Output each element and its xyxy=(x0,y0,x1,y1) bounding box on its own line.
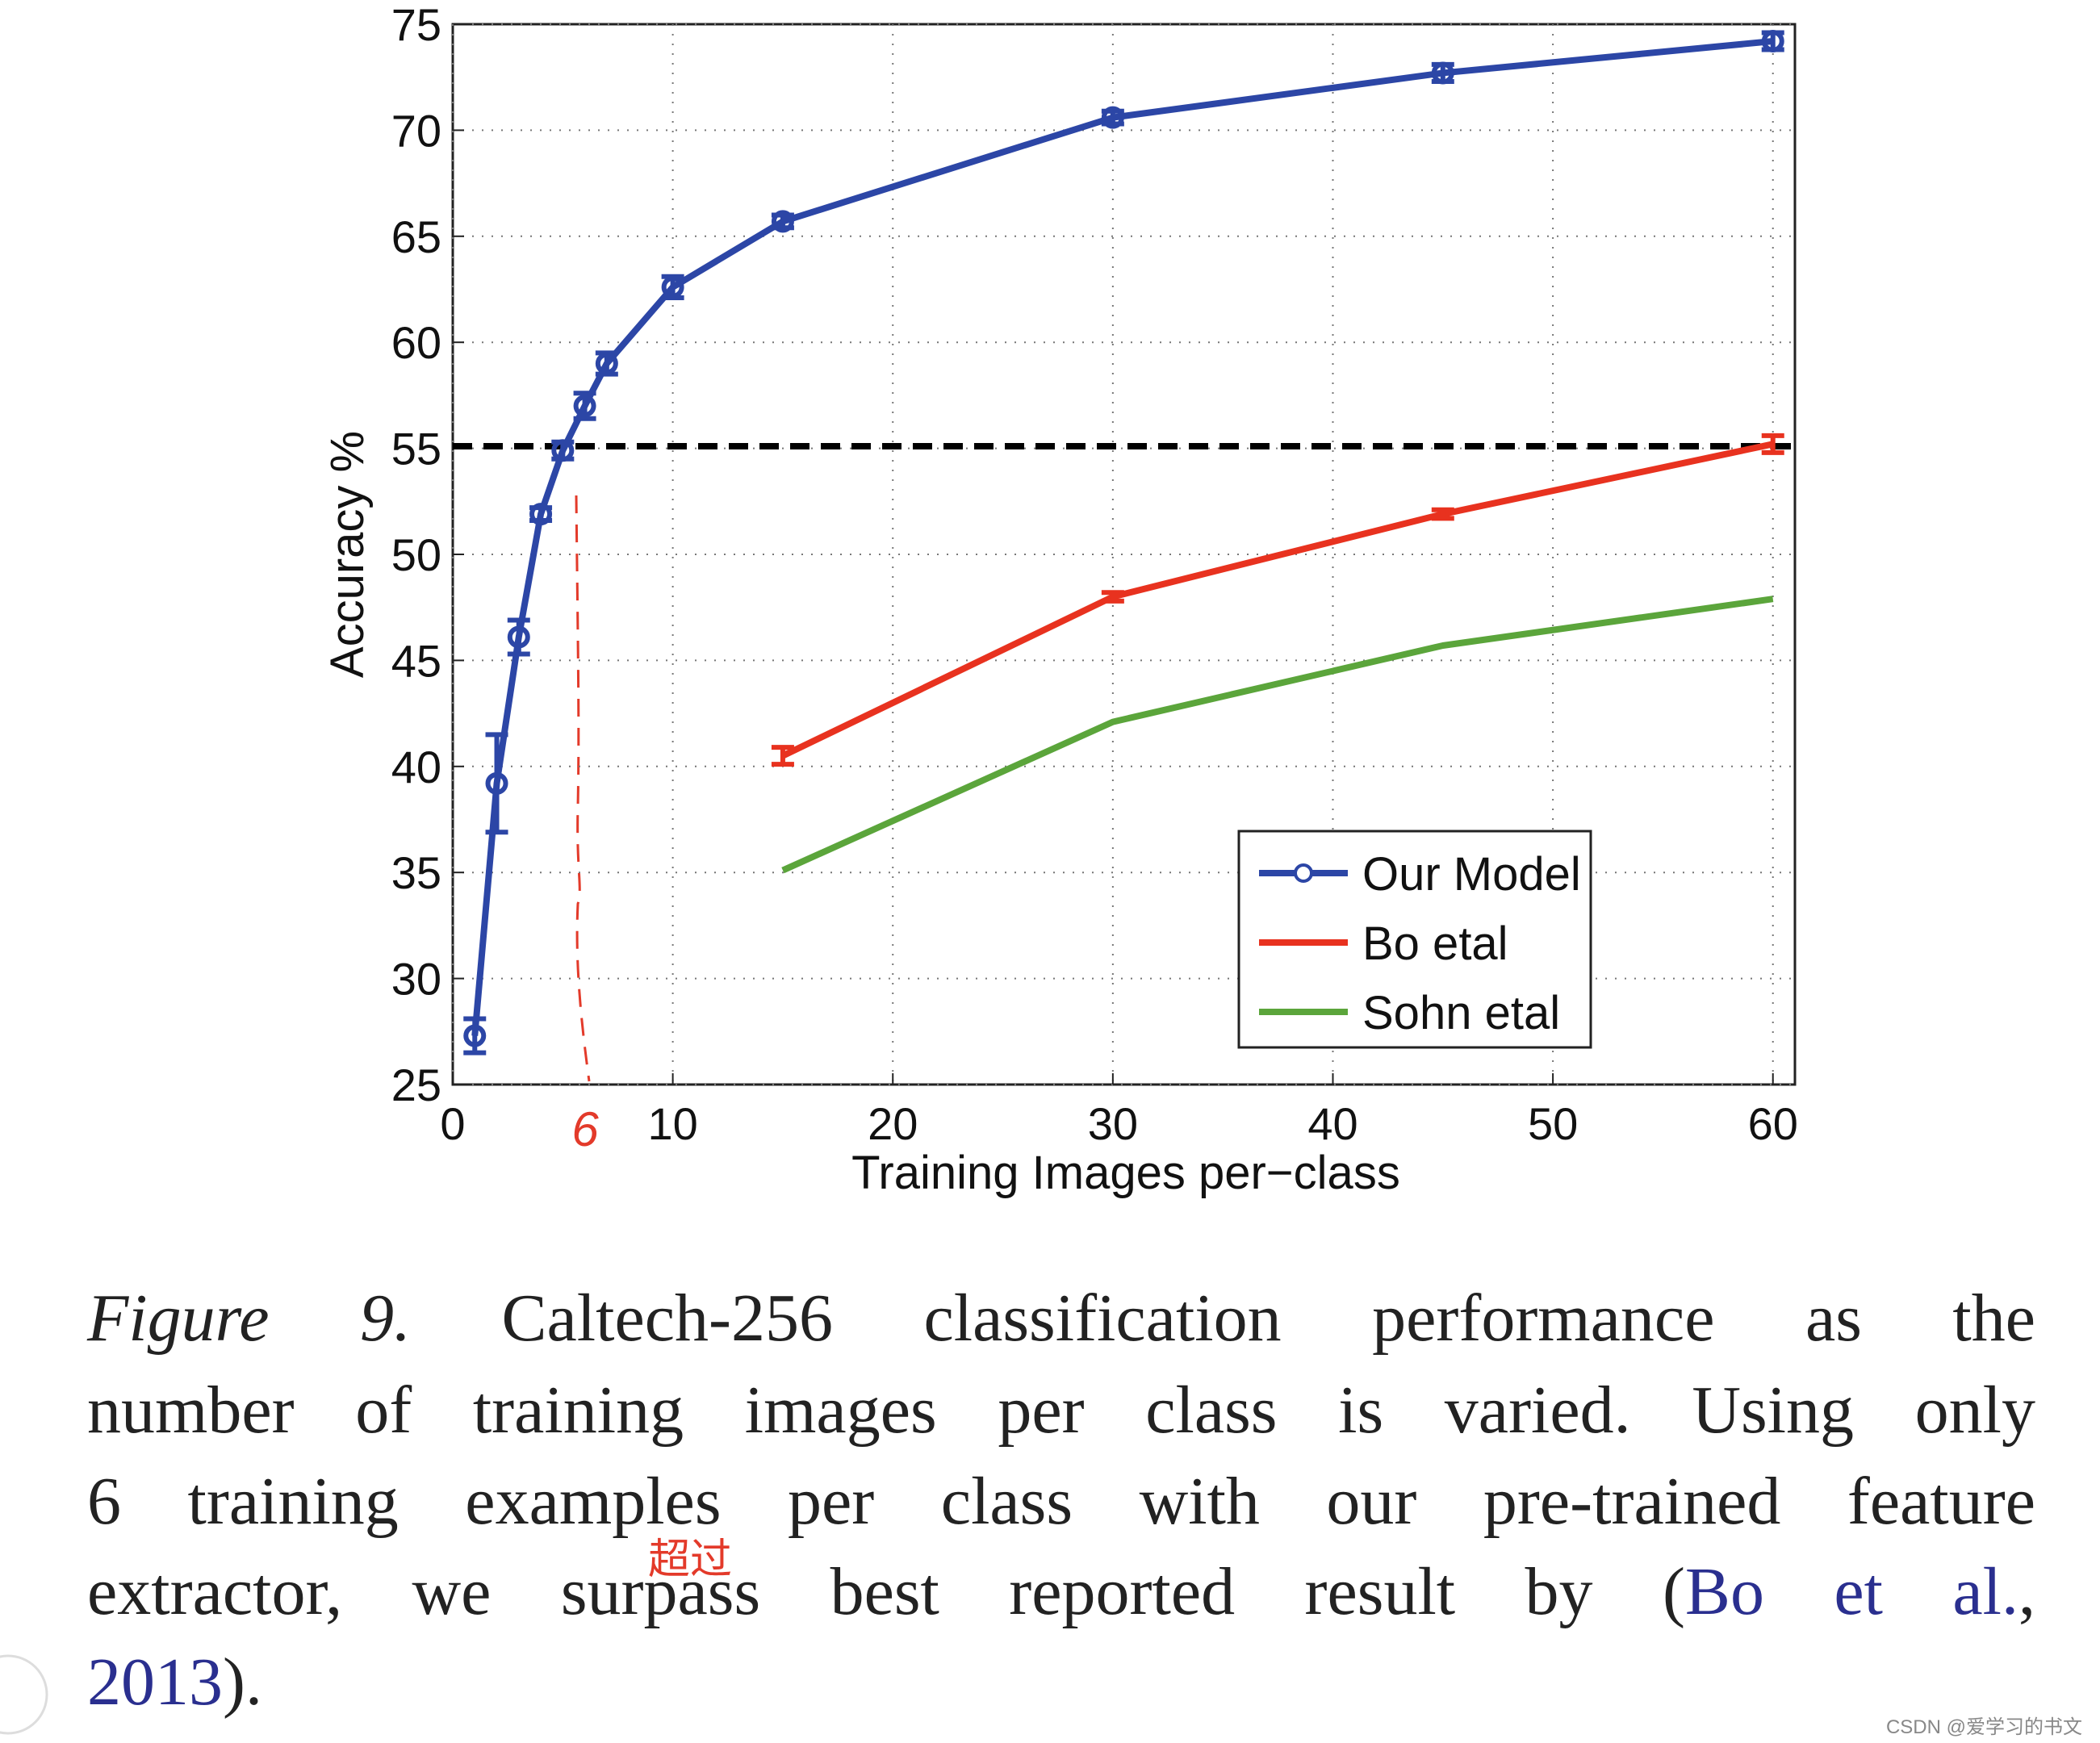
marker xyxy=(595,352,618,375)
y-axis-label: Accuracy % xyxy=(321,431,374,678)
y-tick-label: 45 xyxy=(391,635,441,686)
watermark: CSDN @爱学习的书文 xyxy=(1886,1716,2082,1738)
marker xyxy=(1101,106,1124,129)
legend-marker xyxy=(1294,863,1313,883)
caption-text: ). xyxy=(223,1645,262,1720)
x-tick-label: 20 xyxy=(868,1098,918,1149)
x-tick-label: 30 xyxy=(1088,1098,1138,1149)
y-tick-label: 55 xyxy=(391,424,441,474)
x-tick-label: 60 xyxy=(1748,1098,1798,1149)
citation[interactable]: 2013 xyxy=(87,1645,223,1720)
legend-label: Sohn etal xyxy=(1362,987,1560,1039)
caption-line: 6 training examples per class with our p… xyxy=(87,1464,2035,1539)
handwritten-annotation: 6 xyxy=(571,1102,599,1156)
series-line xyxy=(781,596,1774,874)
side-button[interactable] xyxy=(0,1654,48,1735)
error-bar xyxy=(507,617,530,657)
marker xyxy=(507,625,530,649)
y-tick-label: 30 xyxy=(391,954,441,1005)
handwritten-note: 超过 xyxy=(648,1536,732,1583)
plot-frame xyxy=(451,23,1797,1086)
y-tick-label: 50 xyxy=(391,529,441,580)
error-bar xyxy=(463,1016,487,1055)
hand-drawn-dashes xyxy=(575,495,591,1082)
caption-text: extractor, we surpass best reported resu… xyxy=(87,1554,1685,1629)
caption-text: , xyxy=(2018,1554,2035,1629)
marker xyxy=(573,395,596,418)
series-line xyxy=(781,441,1774,759)
caption-text: Caltech-256 classification performance a… xyxy=(501,1281,2035,1356)
marker xyxy=(485,771,508,795)
error-bar xyxy=(485,732,508,835)
marker xyxy=(551,439,575,462)
marker xyxy=(529,503,553,526)
y-tick-label: 70 xyxy=(391,105,441,156)
x-tick-label: 40 xyxy=(1307,1098,1357,1149)
caption-line: Figure 9. Caltech-256 classification per… xyxy=(87,1273,2035,1364)
marker xyxy=(771,210,794,233)
legend-label: Our Model xyxy=(1362,848,1581,901)
marker xyxy=(1761,30,1784,53)
caption-line: number of training images per class is v… xyxy=(87,1373,2035,1448)
y-tick-label: 40 xyxy=(391,742,441,792)
error-bar xyxy=(771,745,794,767)
citation[interactable]: Bo et al. xyxy=(1684,1554,2018,1629)
y-tick-label: 65 xyxy=(391,211,441,262)
caption-line: 2013). xyxy=(87,1637,2035,1728)
y-tick-label: 60 xyxy=(391,317,441,368)
x-tick-label: 0 xyxy=(440,1098,465,1149)
error-bar xyxy=(1431,507,1454,521)
caption-line: extractor, we surpass best reported resu… xyxy=(87,1547,2035,1637)
x-tick-label: 50 xyxy=(1528,1098,1578,1149)
y-tick-label: 75 xyxy=(391,0,441,50)
x-tick-label: 10 xyxy=(647,1098,697,1149)
series-line xyxy=(471,38,1774,1036)
marker xyxy=(661,275,684,299)
marker xyxy=(463,1024,487,1047)
caption-label: Figure 9. xyxy=(87,1281,411,1356)
error-bar xyxy=(1761,433,1784,455)
x-axis-label: Training Images per−class xyxy=(851,1147,1400,1199)
marker xyxy=(1431,61,1454,85)
y-tick-label: 35 xyxy=(391,847,441,898)
legend-label: Bo etal xyxy=(1362,917,1508,970)
y-tick-label: 25 xyxy=(391,1060,441,1110)
error-bar xyxy=(1101,590,1124,604)
